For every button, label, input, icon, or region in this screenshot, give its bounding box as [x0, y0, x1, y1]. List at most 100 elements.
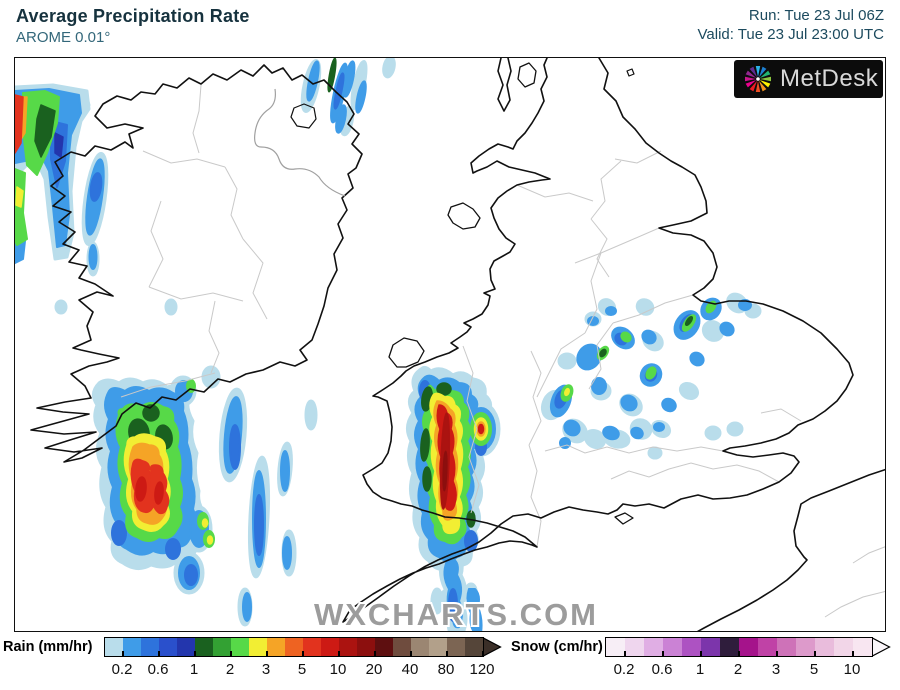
colorbar-segment — [141, 638, 159, 656]
legend-row: Rain (mm/hr) 0.2 0.6 1 2 3 5 10 20 40 80 120 Snow … — [0, 635, 900, 690]
colorbar-tick — [814, 651, 816, 656]
colorbar-tick-label: 0.6 — [147, 661, 169, 678]
northern-ireland-border — [254, 88, 346, 197]
colorbar-segment — [447, 638, 465, 656]
colorbar-tick-label: 0.2 — [111, 661, 133, 678]
colorbar-segment — [777, 638, 796, 656]
region-boundaries — [120, 84, 885, 618]
colorbar-tick-label: 40 — [401, 661, 419, 678]
colorbar-tick — [194, 651, 196, 656]
colorbar-tick — [446, 651, 448, 656]
colorbar-tick-label: 1 — [189, 661, 199, 678]
isle-of-wight — [614, 512, 634, 525]
rain-colorbar-arrow-icon — [483, 637, 502, 657]
rain-colorbar-segments — [104, 637, 484, 657]
colorbar-segment — [249, 638, 267, 656]
colorbar-segment — [465, 638, 483, 656]
colorbar-tick-label: 2 — [225, 661, 235, 678]
model-label: AROME 0.01° — [16, 29, 111, 46]
colorbar-tick — [158, 651, 160, 656]
metdesk-logo: MetDesk — [734, 60, 883, 98]
colorbar-segment — [682, 638, 701, 656]
colorbar-segment — [739, 638, 758, 656]
kintyre-peninsula — [497, 58, 512, 112]
map-panel: WXCHARTS.COM — [14, 57, 886, 632]
colorbar-segment — [357, 638, 375, 656]
colorbar-segment — [796, 638, 815, 656]
colorbar-tick — [338, 651, 340, 656]
colorbar-tick-label: 5 — [297, 661, 307, 678]
colorbar-segment — [123, 638, 141, 656]
colorbar-tick-label: 2 — [733, 661, 743, 678]
snow-colorbar-labels: 0.2 0.6 1 2 3 5 10 — [605, 659, 891, 681]
colorbar-tick — [662, 651, 664, 656]
colorbar-tick — [266, 651, 268, 656]
colorbar-tick — [738, 651, 740, 656]
colorbar-segment — [758, 638, 777, 656]
page-title: Average Precipitation Rate — [16, 6, 250, 26]
colorbar-tick-label: 0.2 — [613, 661, 635, 678]
colorbar-tick-label: 10 — [843, 661, 861, 678]
colorbar-tick — [230, 651, 232, 656]
valid-label: Valid: Tue 23 Jul 23:00 UTC — [697, 26, 885, 43]
metdesk-logo-text: MetDesk — [780, 65, 879, 92]
colorbar-segment — [105, 638, 123, 656]
colorbar-tick — [374, 651, 376, 656]
colorbar-segment — [429, 638, 447, 656]
colorbar-tick — [624, 651, 626, 656]
map-canvas: WXCHARTS.COM — [15, 58, 885, 631]
snow-legend-label: Snow (cm/hr) — [511, 639, 603, 655]
snow-colorbar-segments — [605, 637, 873, 657]
colorbar-segment — [321, 638, 339, 656]
colorbar-segment — [606, 638, 625, 656]
britain-coastline — [342, 58, 854, 623]
france-coastline — [696, 468, 885, 631]
rain-legend-label: Rain (mm/hr) — [3, 639, 93, 655]
run-label: Run: Tue 23 Jul 06Z — [748, 7, 884, 24]
colorbar-segment — [267, 638, 285, 656]
colorbar-segment — [720, 638, 739, 656]
colorbar-tick-label: 3 — [771, 661, 781, 678]
colorbar-tick-label: 1 — [695, 661, 705, 678]
rain-colorbar: 0.2 0.6 1 2 3 5 10 20 40 80 120 — [104, 637, 502, 678]
colorbar-segment — [213, 638, 231, 656]
anglesey-island — [388, 337, 425, 368]
colorbar-segment — [303, 638, 321, 656]
farne-island — [626, 68, 635, 77]
colorbar-segment — [393, 638, 411, 656]
colorbar-tick-label: 0.6 — [651, 661, 673, 678]
watermark-text: WXCHARTS.COM — [314, 597, 598, 631]
colorbar-segment — [375, 638, 393, 656]
colorbar-tick — [482, 651, 484, 656]
colorbar-tick — [410, 651, 412, 656]
colorbar-segment — [701, 638, 720, 656]
colorbar-segment — [195, 638, 213, 656]
rain-colorbar-labels: 0.2 0.6 1 2 3 5 10 20 40 80 120 — [104, 659, 502, 681]
colorbar-segment — [815, 638, 834, 656]
colorbar-tick-label: 10 — [329, 661, 347, 678]
snow-colorbar: 0.2 0.6 1 2 3 5 10 — [605, 637, 891, 678]
colorbar-segment — [339, 638, 357, 656]
colorbar-segment — [159, 638, 177, 656]
colorbar-tick — [776, 651, 778, 656]
colorbar-tick-label: 80 — [437, 661, 455, 678]
colorbar-tick — [852, 651, 854, 656]
ireland-coastline — [30, 64, 363, 463]
colorbar-tick — [700, 651, 702, 656]
isle-of-man — [447, 202, 481, 230]
colorbar-segment — [625, 638, 644, 656]
arran-island — [517, 62, 537, 88]
colorbar-segment — [834, 638, 853, 656]
colorbar-tick — [302, 651, 304, 656]
colorbar-tick — [122, 651, 124, 656]
metdesk-pinwheel-icon — [745, 66, 771, 92]
colorbar-segment — [231, 638, 249, 656]
lough-neagh — [290, 103, 317, 129]
colorbar-segment — [663, 638, 682, 656]
snow-colorbar-arrow-icon — [872, 637, 891, 657]
colorbar-segment — [853, 638, 872, 656]
colorbar-tick-label: 5 — [809, 661, 819, 678]
colorbar-segment — [285, 638, 303, 656]
colorbar-tick-label: 120 — [469, 661, 495, 678]
colorbar-segment — [177, 638, 195, 656]
